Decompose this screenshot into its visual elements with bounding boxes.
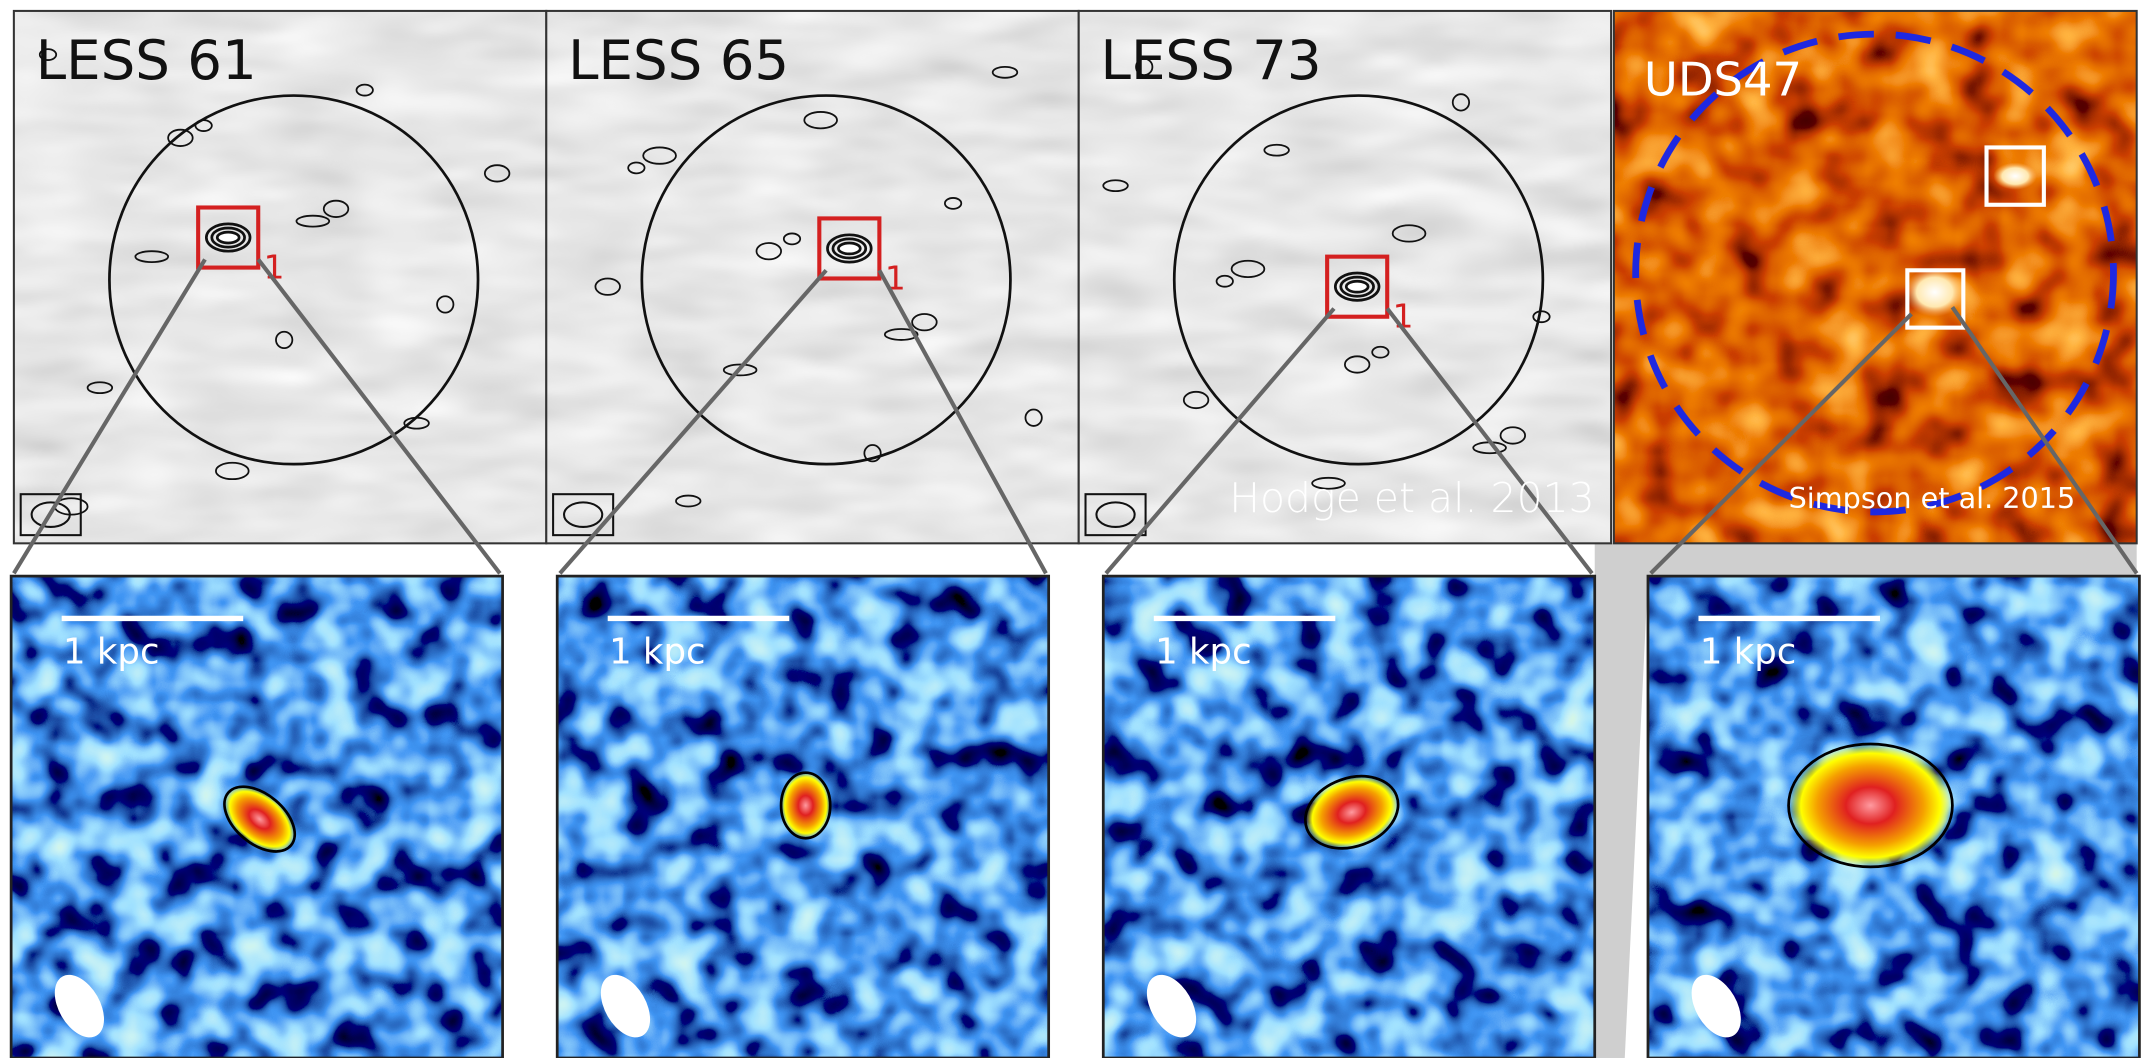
panel-label: LESS 65 xyxy=(568,28,789,92)
emission-peak xyxy=(1789,744,1953,867)
credit: Simpson et al. 2015 xyxy=(1789,481,2076,515)
source-glow xyxy=(1993,162,2037,189)
source-contour xyxy=(838,243,860,254)
panel-label: LESS 61 xyxy=(36,28,257,92)
panel-label: LESS 73 xyxy=(1101,28,1322,92)
figure: 1LESS 611LESS 651LESS 73UDS47Hodge et al… xyxy=(0,0,2141,1058)
credit: Hodge et al. 2013 xyxy=(1229,474,1595,522)
emission-peak xyxy=(781,773,830,839)
scale-bar-label: 1 kpc xyxy=(63,631,159,672)
scale-bar-label: 1 kpc xyxy=(1700,631,1796,672)
scale-bar-label: 1 kpc xyxy=(1155,631,1251,672)
scale-bar-label: 1 kpc xyxy=(609,631,705,672)
panel-label: UDS47 xyxy=(1644,53,1802,107)
source-id: 1 xyxy=(885,259,906,297)
source-contour xyxy=(217,232,239,243)
page: 1LESS 611LESS 651LESS 73UDS47Hodge et al… xyxy=(0,0,2141,1058)
source-contour xyxy=(1346,281,1368,292)
